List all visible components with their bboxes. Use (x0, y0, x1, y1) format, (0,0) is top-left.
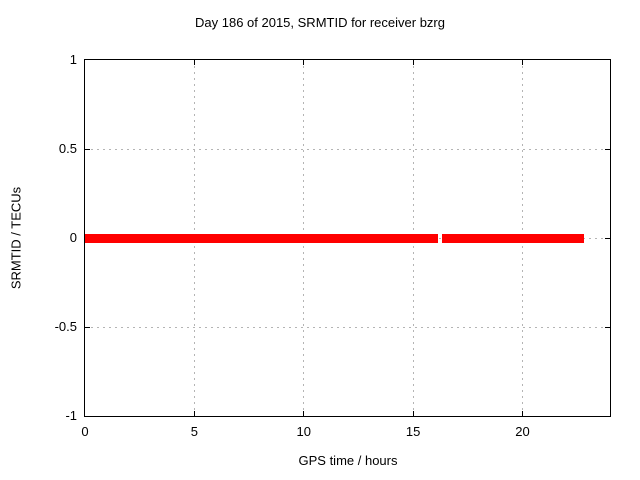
y-gridline (85, 148, 610, 150)
x-tick-top (303, 60, 305, 65)
y-tick-label: -1 (65, 408, 77, 423)
y-tick-left (85, 148, 90, 150)
x-tick-bottom (193, 411, 195, 416)
y-gridline (85, 326, 610, 328)
x-tick-top (522, 60, 523, 65)
x-tick-label: 5 (190, 424, 198, 439)
y-tick-right (605, 326, 610, 328)
y-tick-label: 0.5 (58, 141, 77, 156)
y-tick-label: -0.5 (54, 319, 77, 334)
plot-area (84, 59, 611, 417)
x-tick-label: 0 (81, 424, 89, 439)
y-tick-left (85, 326, 90, 328)
x-tick-bottom (303, 411, 305, 416)
x-axis-label: GPS time / hours (298, 453, 398, 468)
y-tick-right (605, 148, 610, 150)
x-tick-bottom (412, 411, 414, 416)
series-segment-srmtid (441, 233, 584, 243)
x-tick-bottom (522, 411, 523, 416)
x-tick-label: 15 (405, 424, 421, 439)
y-tick-label: 0 (69, 230, 77, 245)
x-tick-top (412, 60, 414, 65)
series-segment-srmtid (85, 233, 439, 243)
x-tick-label: 10 (296, 424, 311, 439)
y-tick-label: 1 (69, 52, 77, 67)
x-tick-label: 20 (515, 424, 530, 439)
chart-title: Day 186 of 2015, SRMTID for receiver bzr… (195, 15, 445, 30)
y-tick-right (605, 237, 610, 239)
x-tick-top (193, 60, 195, 65)
